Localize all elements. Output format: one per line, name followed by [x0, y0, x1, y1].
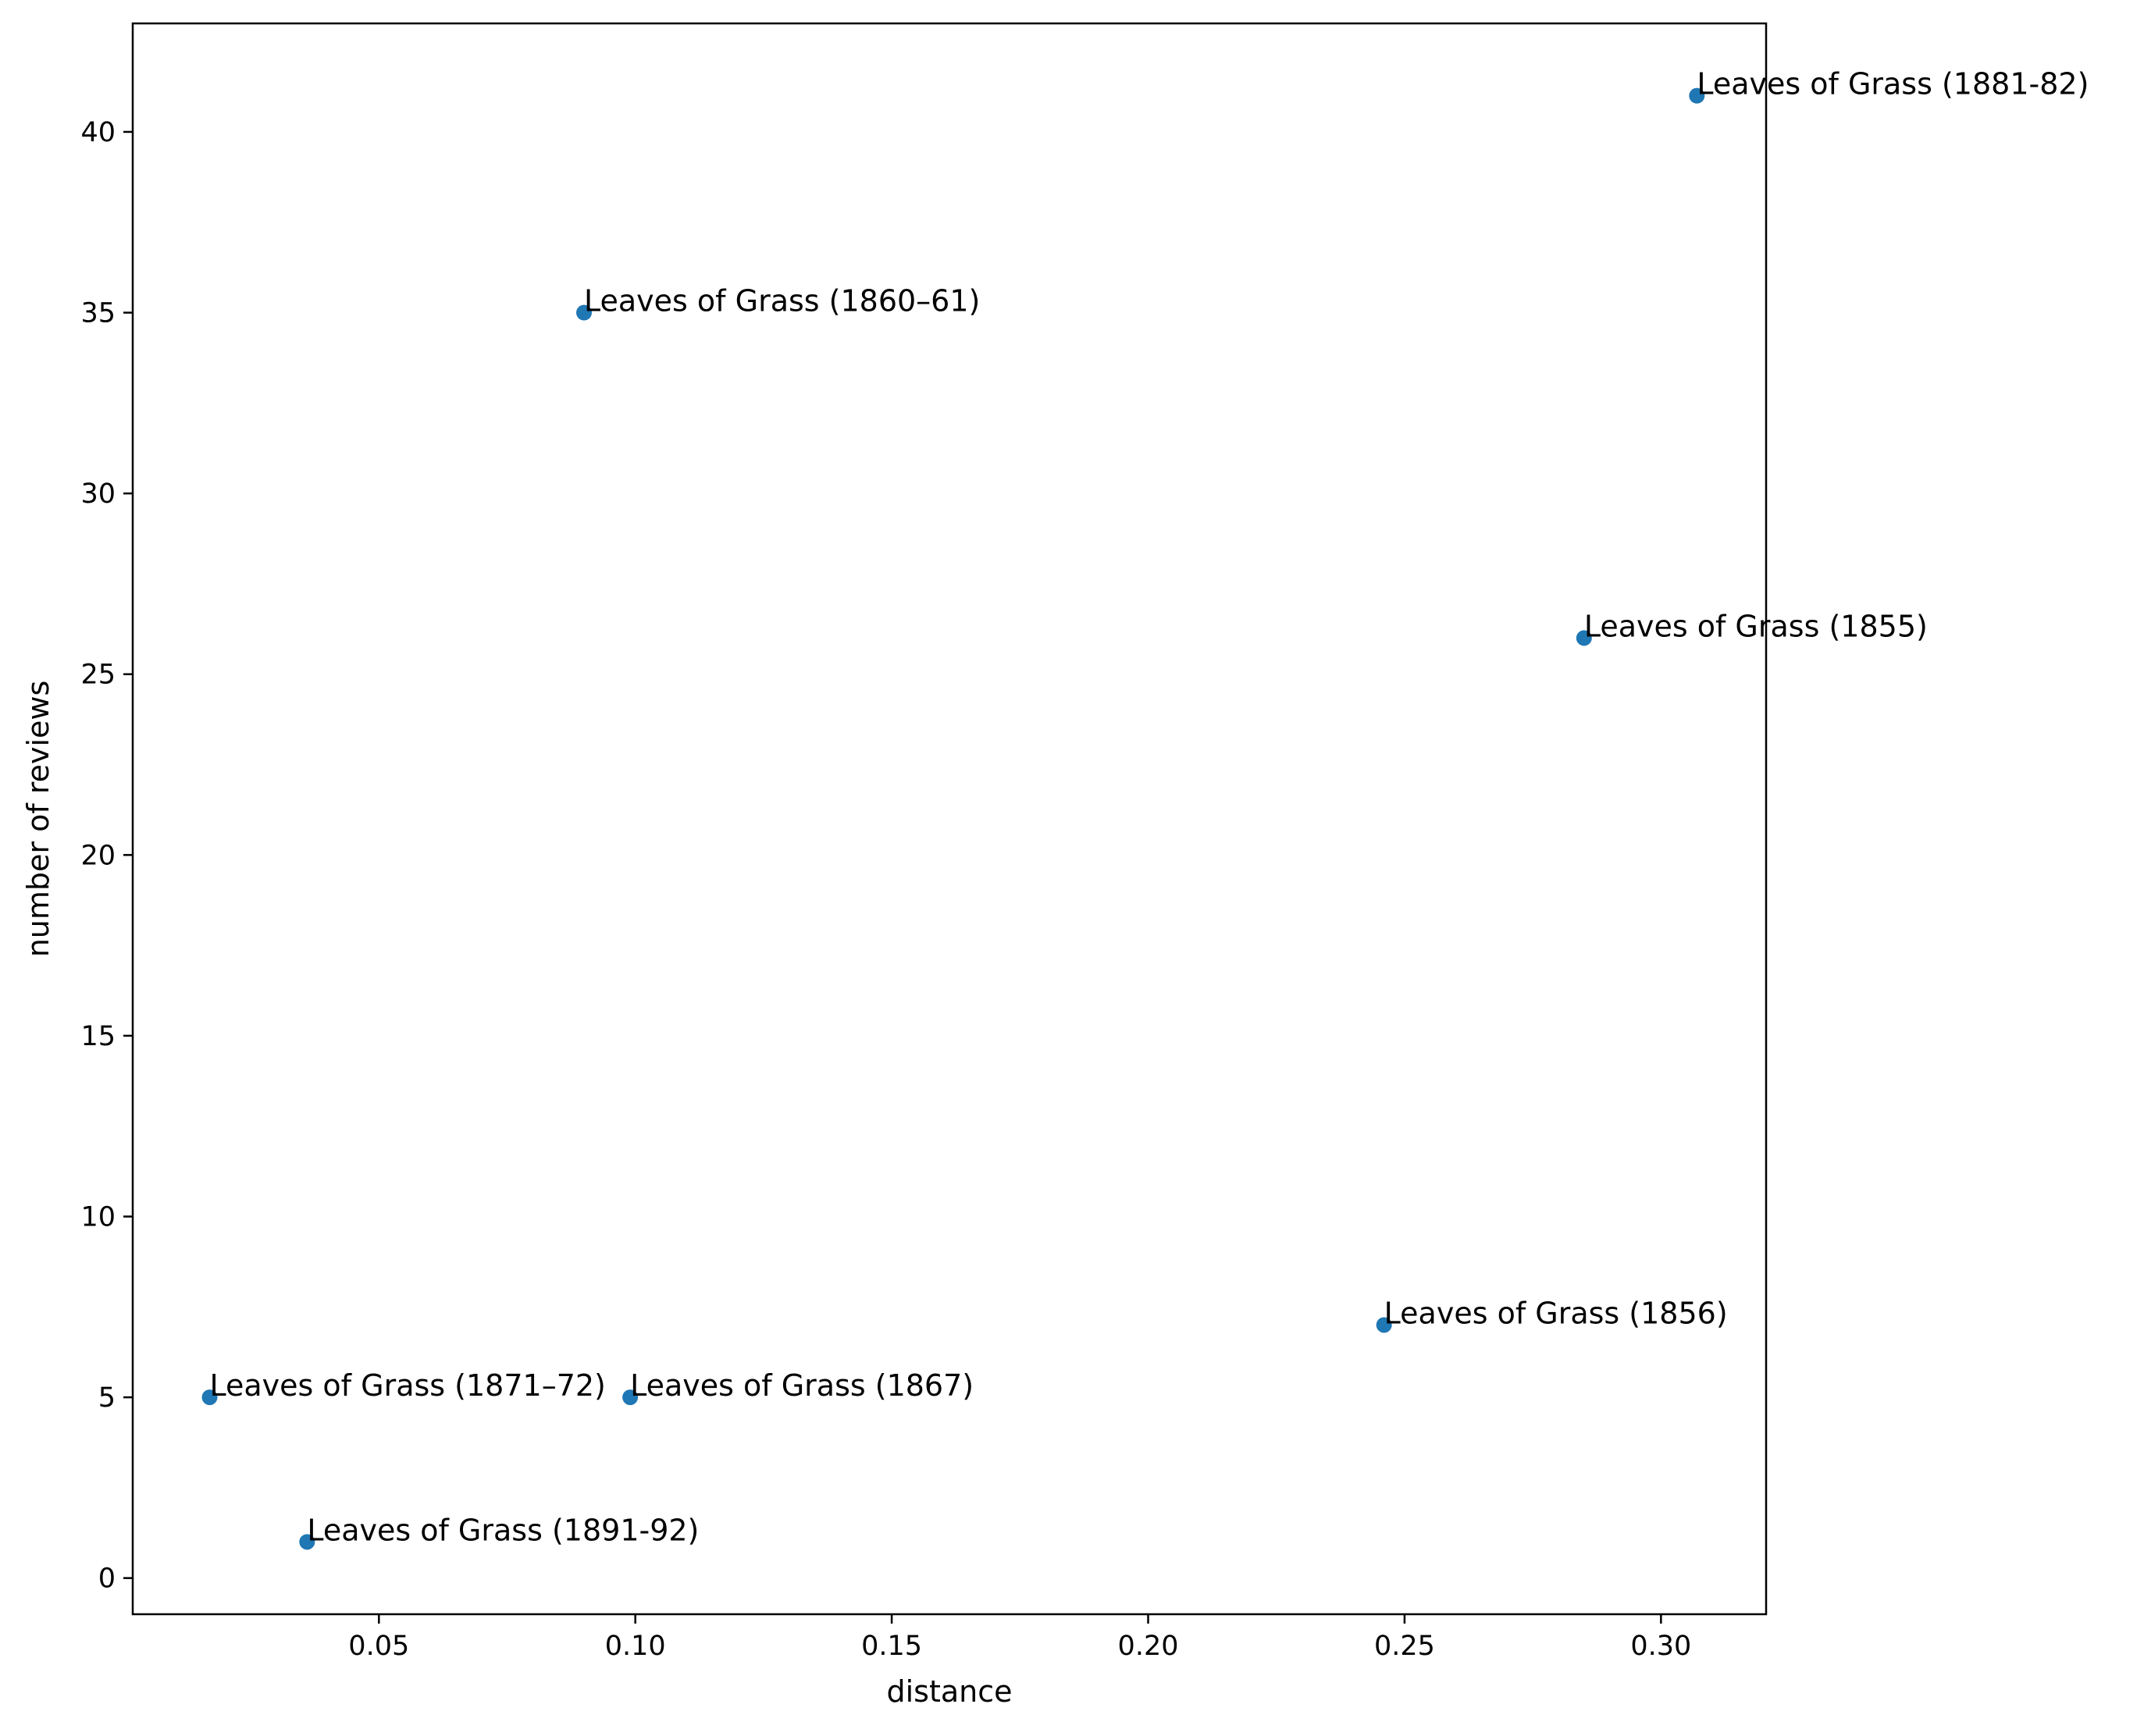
point-label: Leaves of Grass (1860–61): [584, 284, 980, 318]
x-tick-label: 0.20: [1118, 1631, 1179, 1662]
scatter-point: [201, 1389, 218, 1406]
point-label: Leaves of Grass (1871–72): [210, 1368, 606, 1403]
point-label: Leaves of Grass (1856): [1384, 1296, 1728, 1330]
y-tick-label: 25: [80, 660, 116, 691]
x-axis-ticks: 0.05 0.10 0.15 0.20 0.25 0.30: [348, 1614, 1691, 1662]
y-tick-label: 30: [80, 478, 116, 510]
marks-layer: Leaves of Grass (1881-82) Leaves of Grass…: [201, 67, 2089, 1550]
x-tick-label: 0.25: [1374, 1631, 1435, 1662]
scatter-point: [1376, 1317, 1392, 1333]
scatter-point: [1689, 87, 1705, 104]
scatter-point: [299, 1534, 315, 1550]
point-label: Leaves of Grass (1891-92): [307, 1513, 699, 1547]
y-tick-label: 15: [80, 1021, 116, 1052]
y-tick-label: 40: [80, 117, 116, 148]
point-label: Leaves of Grass (1867): [630, 1368, 974, 1403]
x-tick-label: 0.05: [348, 1631, 409, 1662]
y-axis-label: number of reviews: [21, 681, 55, 958]
x-tick-label: 0.15: [861, 1631, 922, 1662]
y-tick-label: 0: [98, 1563, 116, 1595]
y-tick-label: 10: [80, 1202, 116, 1233]
scatter-point: [1576, 630, 1592, 646]
x-tick-label: 0.30: [1630, 1631, 1691, 1662]
x-tick-label: 0.10: [605, 1631, 666, 1662]
plot-frame: [131, 22, 1768, 1616]
y-tick-label: 20: [80, 840, 116, 871]
scatter-point: [622, 1389, 639, 1406]
point-label: Leaves of Grass (1881-82): [1697, 67, 2089, 101]
point-label: Leaves of Grass (1855): [1584, 609, 1928, 643]
y-axis-ticks: 0 5 10 15 20 25 30 35 40: [80, 117, 133, 1595]
x-axis-label: distance: [886, 1674, 1012, 1709]
y-tick-label: 5: [98, 1382, 116, 1414]
y-tick-label: 35: [80, 298, 116, 329]
scatter-point: [576, 304, 593, 321]
